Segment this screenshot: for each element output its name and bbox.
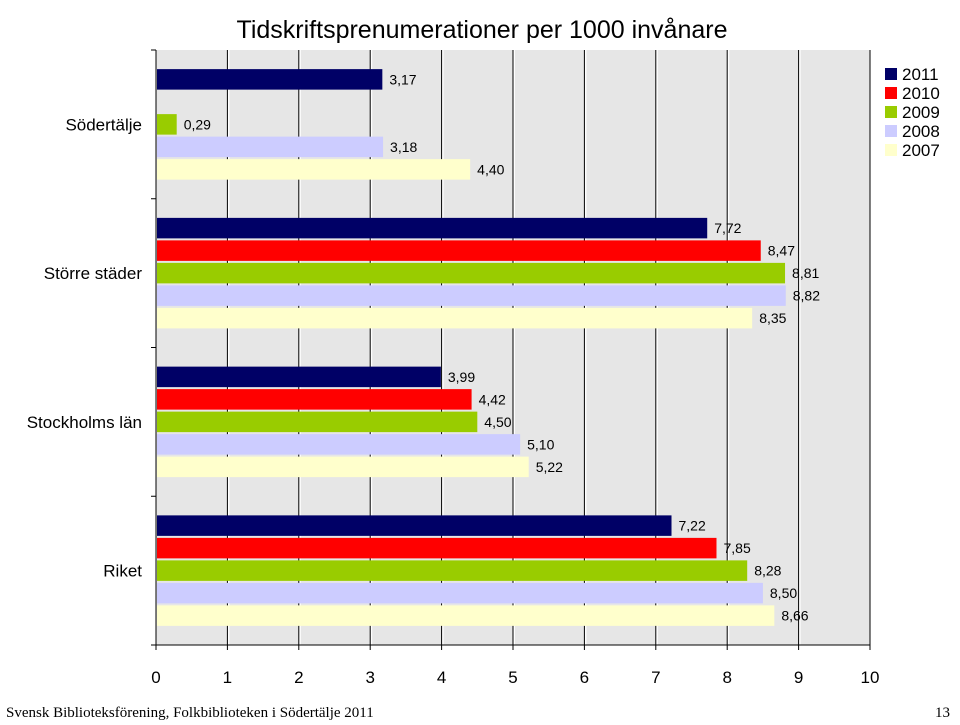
bar-2009 (157, 411, 478, 433)
x-tick-label: 8 (722, 668, 731, 687)
data-label: 7,72 (714, 220, 741, 236)
bar-2008 (157, 285, 786, 306)
data-label: 3,99 (448, 369, 475, 385)
data-label: 8,47 (768, 243, 795, 259)
x-tick-label: 2 (294, 668, 303, 687)
data-label: 0,29 (184, 116, 211, 132)
footer-text: Svensk Biblioteksförening, Folkbibliotek… (6, 705, 374, 721)
x-tick-label: 1 (223, 668, 232, 687)
legend-entry: 2008 (902, 122, 940, 141)
data-label: 8,82 (793, 288, 820, 304)
x-tick-label: 4 (437, 668, 446, 687)
x-tick-label: 0 (151, 668, 160, 687)
data-label: 8,66 (781, 608, 808, 624)
bar-2010 (157, 537, 717, 559)
data-label: 8,81 (792, 265, 819, 281)
data-label: 3,18 (390, 139, 417, 155)
data-label: 8,28 (754, 563, 781, 579)
legend-swatch (885, 144, 897, 156)
category-label: Södertälje (65, 115, 142, 134)
data-label: 4,50 (484, 414, 511, 430)
bar-2009 (157, 262, 786, 284)
plot-area: 0 1 2 3 4 5 6 7 8 9 10 Södertälje 3,17 0,29 3,18 4,40 St… (27, 49, 880, 687)
bar-2011 (157, 515, 672, 536)
data-label: 7,22 (679, 518, 706, 534)
data-label: 8,50 (770, 585, 797, 601)
bar-chart: Tidskriftsprenumerationer per 1000 invån… (27, 16, 940, 687)
bar-2011 (157, 366, 441, 388)
x-tick-label: 6 (580, 668, 589, 687)
bar-2008 (157, 136, 384, 158)
category-label: Större städer (44, 264, 143, 283)
data-label: 5,10 (527, 436, 554, 452)
data-label: 8,35 (759, 310, 786, 326)
bar-2007 (157, 159, 471, 180)
legend-swatch (885, 125, 897, 137)
legend-swatch (885, 68, 897, 80)
legend-entry: 2010 (902, 84, 940, 103)
category-label: Stockholms län (27, 413, 142, 432)
x-tick-label: 5 (508, 668, 517, 687)
bar-2010 (157, 389, 472, 410)
bar-2007 (157, 307, 753, 329)
bar-2010 (157, 240, 761, 261)
legend-swatch (885, 87, 897, 99)
data-label: 4,40 (477, 161, 504, 177)
legend-swatch (885, 106, 897, 118)
data-label: 3,17 (389, 71, 416, 87)
category-label: Riket (103, 562, 142, 581)
legend-entry: 2011 (902, 65, 939, 84)
x-tick-label: 7 (651, 668, 660, 687)
data-label: 7,85 (723, 540, 750, 556)
bar-2007 (157, 605, 775, 626)
x-tick-label: 3 (365, 668, 374, 687)
x-tick-label: 9 (794, 668, 803, 687)
data-label: 5,22 (536, 459, 563, 475)
bar-2008 (157, 434, 521, 455)
bar-2007 (157, 456, 529, 478)
bar-2009 (157, 560, 748, 581)
bar-2011 (157, 217, 708, 239)
legend-entry: 2007 (902, 141, 940, 160)
chart-title: Tidskriftsprenumerationer per 1000 invån… (237, 16, 728, 44)
bar-2008 (157, 582, 763, 604)
bar-2011 (157, 69, 383, 90)
page-number: 13 (935, 705, 950, 721)
data-label: 4,42 (479, 391, 506, 407)
bar-2009 (157, 114, 177, 135)
legend-entry: 2009 (902, 103, 940, 122)
x-tick-label: 10 (861, 668, 880, 687)
